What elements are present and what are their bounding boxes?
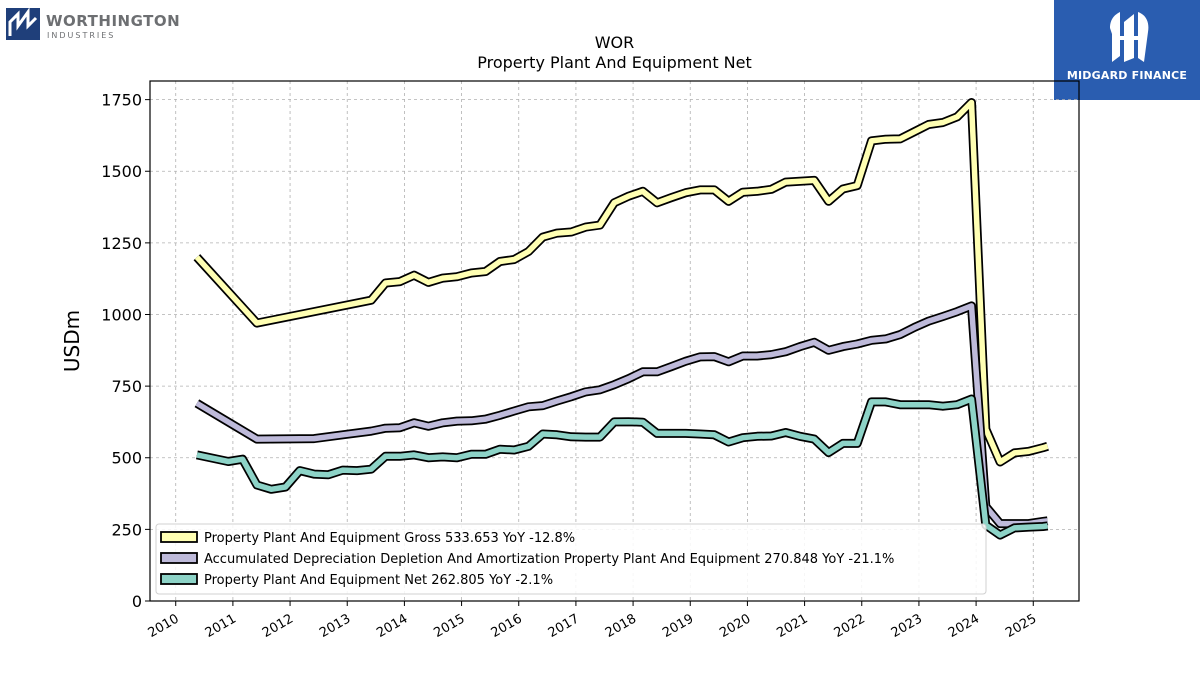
y-tick-label: 250	[111, 520, 142, 539]
series-line-0	[194, 99, 1049, 465]
legend: Property Plant And Equipment Gross 533.6…	[155, 523, 987, 595]
worthington-logo-icon	[6, 8, 40, 40]
series-line-1	[195, 303, 1048, 527]
y-tick-label: 1000	[101, 305, 142, 324]
x-axis: 2010 2011 2012 2013 2014 2015 2016 2017 2018 2019…	[146, 601, 1039, 641]
series-layer	[193, 98, 1049, 540]
legend-box	[155, 523, 987, 595]
grid	[150, 81, 1079, 602]
x-tick-label: 2016	[489, 611, 525, 641]
x-tick-label: 2010	[146, 611, 182, 641]
x-tick-label: 2012	[260, 611, 296, 641]
y-axis-label: USDm	[60, 310, 84, 372]
midgard-mark-icon	[1110, 12, 1149, 62]
right-logo-name: MIDGARD FINANCE	[1066, 69, 1188, 82]
x-tick-label: 2025	[1003, 611, 1039, 641]
x-tick-label: 2011	[203, 611, 239, 641]
x-tick-label: 2021	[774, 611, 810, 641]
x-tick-label: 2017	[546, 611, 582, 641]
x-tick-label: 2013	[317, 611, 353, 641]
y-axis: 0 250 500 750 1000 1250 1500 1750	[101, 91, 150, 611]
midgard-finance-logo: MIDGARD FINANCE	[1054, 0, 1200, 100]
chart-subtitle: Property Plant And Equipment Net	[477, 53, 752, 72]
plot-frame	[149, 80, 1080, 602]
x-tick-label: 2019	[660, 611, 696, 641]
legend-label-1: Accumulated Depreciation Depletion And A…	[204, 552, 894, 567]
x-tick-label: 2014	[374, 611, 410, 641]
series-outline-1	[194, 301, 1049, 529]
y-tick-label: 0	[132, 592, 142, 611]
x-tick-label: 2024	[946, 611, 982, 641]
legend-label-0: Property Plant And Equipment Gross 533.6…	[204, 531, 575, 546]
left-logo-sub: INDUSTRIES	[47, 31, 116, 40]
legend-swatch-1	[160, 552, 198, 564]
chart-title: WOR	[595, 33, 635, 52]
x-tick-label: 2023	[889, 611, 925, 641]
y-tick-label: 1750	[101, 91, 142, 110]
worthington-logo: WORTHINGTON INDUSTRIES	[6, 8, 206, 44]
legend-swatch-0	[160, 531, 198, 543]
left-logo-name: WORTHINGTON	[46, 12, 181, 30]
y-tick-label: 1500	[101, 162, 142, 181]
x-tick-label: 2018	[603, 611, 639, 641]
y-tick-label: 1250	[101, 234, 142, 253]
y-tick-label: 750	[111, 377, 142, 396]
legend-swatch-2	[160, 573, 198, 585]
x-tick-label: 2020	[717, 611, 753, 641]
series-line-2	[196, 396, 1048, 538]
legend-label-2: Property Plant And Equipment Net 262.805…	[204, 573, 553, 588]
x-tick-label: 2015	[431, 611, 467, 641]
x-tick-label: 2022	[832, 611, 868, 641]
y-tick-label: 500	[111, 449, 142, 468]
